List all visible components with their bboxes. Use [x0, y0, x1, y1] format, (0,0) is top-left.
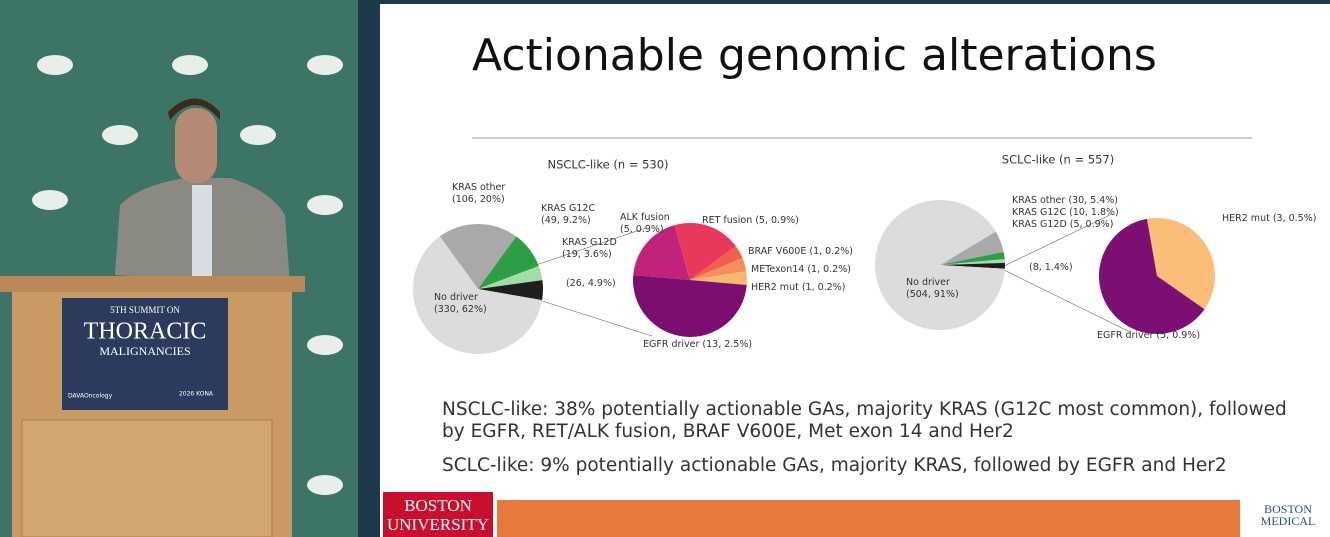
- paragraph: NSCLC-like: 38% potentially actionable G…: [442, 399, 1287, 420]
- podium-sponsor: DAVAOncology: [68, 393, 113, 400]
- pie-slice: [940, 251, 1005, 265]
- slice-label: KRAS G12C (10, 1.8%): [1012, 207, 1119, 218]
- footer-bar: [497, 500, 1240, 537]
- slice-name: KRAS other: [452, 182, 505, 193]
- podium-text: 5TH SUMMIT ON: [110, 305, 180, 315]
- slice-name: No driver: [906, 277, 950, 288]
- logo-text: UNIVERSITY: [387, 515, 489, 534]
- pie-slice: [478, 266, 543, 289]
- pie-slice: [478, 236, 539, 289]
- pie-slice: [940, 231, 1004, 265]
- slice-label: ALK fusion (5, 0.9%): [620, 212, 670, 235]
- speaker-hair: [168, 98, 220, 120]
- slice-value-label: (3, 0.5%): [1273, 213, 1317, 224]
- pie-slice: [875, 200, 1005, 331]
- paragraph: SCLC-like: 9% potentially actionable GAs…: [442, 455, 1227, 476]
- slice-name: HER2 mut: [1222, 213, 1270, 224]
- slice-name: No driver: [434, 292, 478, 303]
- podium-sign: [62, 298, 228, 410]
- podium-text: THORACIC: [84, 319, 207, 345]
- slice-value-label: (1, 0.2%): [807, 264, 851, 275]
- slice-name: RET fusion: [702, 215, 752, 226]
- slice-name: KRAS G12C: [541, 203, 595, 214]
- paragraph: by EGFR, RET/ALK fusion, BRAF V600E, Met…: [442, 421, 1014, 442]
- slice-value-label: (1, 0.2%): [802, 282, 846, 293]
- slice-value-label: (30, 5.4%): [1068, 195, 1118, 206]
- slice-value-label: (5, 0.9%): [755, 215, 799, 226]
- slice-value-label: (1, 0.2%): [809, 246, 853, 257]
- slice-label: (26, 4.9%): [566, 278, 616, 289]
- slice-value-label: (504, 91%): [906, 289, 959, 300]
- pie-slice: [1099, 218, 1205, 334]
- slice-value-label: (19, 3.6%): [562, 249, 612, 260]
- slice-name: METexon14: [751, 264, 804, 275]
- slice-value-label: (8, 1.4%): [1029, 262, 1073, 273]
- slice-label: KRAS G12C (49, 9.2%): [541, 203, 595, 226]
- slice-value-label: (49, 9.2%): [541, 215, 591, 226]
- pie-slice: [940, 259, 1005, 265]
- pie-slice: [690, 246, 743, 280]
- pie-slice: [940, 262, 1006, 269]
- slide-title: Actionable genomic alterations: [472, 30, 1157, 81]
- slice-value-label: (10, 1.8%): [1069, 207, 1119, 218]
- slice-label: EGFR driver (5, 0.9%): [1097, 330, 1200, 341]
- pie-slice: [690, 258, 747, 280]
- slice-label: BRAF V600E (1, 0.2%): [748, 246, 853, 257]
- pie-slice: [439, 223, 517, 289]
- slice-value-label: (26, 4.9%): [566, 278, 616, 289]
- slice-value-label: (5, 0.9%): [620, 224, 664, 235]
- slice-value-label: (106, 20%): [452, 194, 505, 205]
- pie-slice: [633, 225, 690, 280]
- podium-text: MALIGNANCIES: [99, 344, 190, 358]
- logo-text: MEDICAL: [1261, 514, 1316, 528]
- chart-title: NSCLC-like (n = 530): [547, 158, 668, 172]
- slice-label: HER2 mut (1, 0.2%): [751, 282, 845, 293]
- slice-name: KRAS G12C: [1012, 207, 1066, 218]
- pie-slice: [1146, 218, 1216, 310]
- slice-value-label: (5, 0.9%): [1070, 219, 1114, 230]
- slice-name: KRAS G12D: [562, 237, 617, 248]
- speaker-head: [175, 108, 217, 183]
- bu-logo: [383, 492, 493, 537]
- slice-name: ALK fusion: [620, 212, 670, 223]
- pie-slice: [633, 275, 747, 337]
- pie-slice: [674, 223, 736, 280]
- slice-value-label: (5, 0.9%): [1156, 330, 1200, 341]
- slice-label: No driver (330, 62%): [434, 292, 487, 315]
- podium-event: 2026 KONA: [179, 391, 214, 398]
- slice-name: EGFR driver: [643, 339, 699, 350]
- slide-border: [380, 0, 1330, 4]
- slice-label: (8, 1.4%): [1029, 262, 1073, 273]
- podium-panel: [21, 419, 273, 537]
- slice-label: KRAS G12D (5, 0.9%): [1012, 219, 1113, 230]
- connectors: [532, 213, 1131, 337]
- slice-name: EGFR driver: [1097, 330, 1153, 341]
- pie-slice: [690, 271, 747, 285]
- slice-label: KRAS other (30, 5.4%): [1012, 195, 1118, 206]
- slice-label: KRAS other (106, 20%): [452, 182, 505, 205]
- slice-label: EGFR driver (13, 2.5%): [643, 339, 752, 350]
- slice-name: KRAS G12D: [1012, 219, 1067, 230]
- slice-name: HER2 mut: [751, 282, 799, 293]
- logo-text: BOSTON: [404, 496, 472, 515]
- slice-label: No driver (504, 91%): [906, 277, 959, 300]
- slice-label: HER2 mut (3, 0.5%): [1222, 213, 1316, 224]
- podium-top: [0, 276, 305, 292]
- backdrop-logos: [32, 55, 343, 495]
- logo-text: BOSTON: [1264, 502, 1312, 516]
- slice-label: KRAS G12D (19, 3.6%): [562, 237, 617, 260]
- speaker-shirt: [192, 185, 212, 280]
- slice-value-label: (13, 2.5%): [702, 339, 752, 350]
- slice-name: BRAF V600E: [748, 246, 806, 257]
- pie-slice: [478, 280, 543, 301]
- slice-name: KRAS other: [1012, 195, 1065, 206]
- slice-label: METexon14 (1, 0.2%): [751, 264, 851, 275]
- slice-value-label: (330, 62%): [434, 304, 487, 315]
- chart-title: SCLC-like (n = 557): [1002, 153, 1114, 167]
- slice-label: RET fusion (5, 0.9%): [702, 215, 799, 226]
- pie-slice: [412, 236, 543, 355]
